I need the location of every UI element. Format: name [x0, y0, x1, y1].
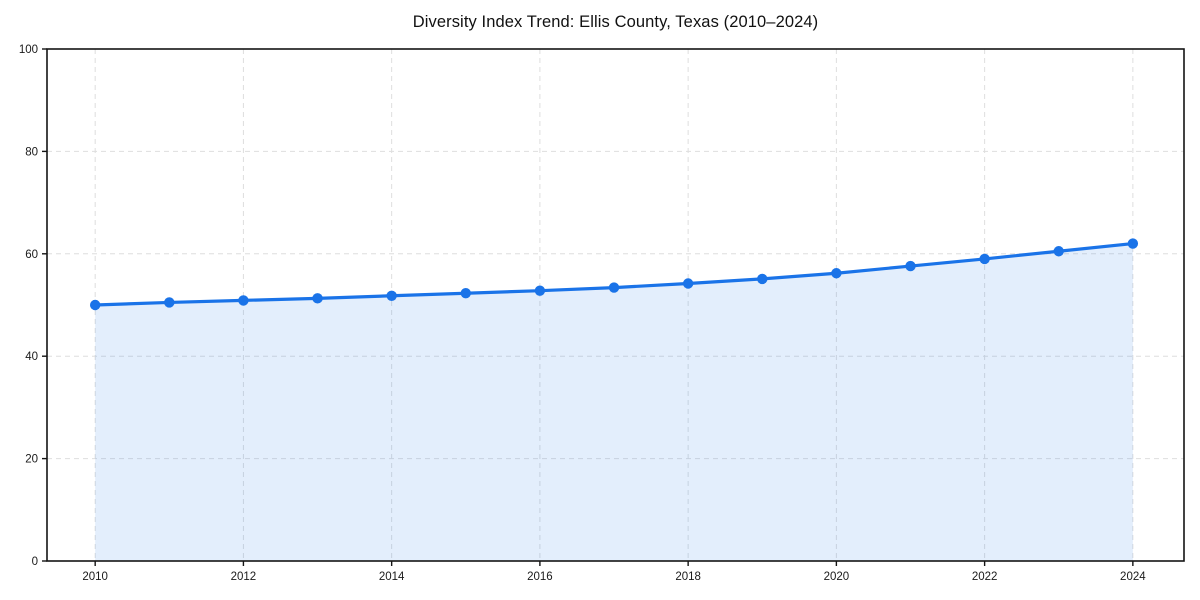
data-point-2012 — [238, 295, 249, 306]
data-point-2019 — [757, 273, 768, 285]
data-point-2020 — [831, 268, 842, 279]
data-point-2014 — [386, 290, 397, 301]
data-point-2021 — [905, 260, 916, 272]
x-tick-label: 2020 — [824, 571, 850, 583]
data-point-2023 — [1053, 246, 1064, 257]
data-point-2022 — [979, 253, 990, 265]
data-point-2016 — [534, 285, 546, 296]
y-tick-label: 80 — [25, 146, 38, 158]
data-point-2018 — [682, 278, 694, 289]
y-tick-label: 40 — [25, 351, 38, 363]
data-point-2024 — [1127, 238, 1139, 249]
plot-border — [46, 48, 1185, 562]
data-point-2010 — [89, 299, 101, 311]
area-fill — [95, 243, 1133, 561]
x-tick-label: 2016 — [527, 571, 553, 583]
x-tick-label: 2024 — [1120, 571, 1146, 583]
data-point-2015 — [460, 288, 471, 299]
x-tick-label: 2014 — [379, 571, 405, 583]
y-tick-label: 100 — [19, 44, 38, 56]
chart-title: Diversity Index Trend: Ellis County, Tex… — [412, 13, 819, 31]
y-tick-label: 0 — [32, 556, 38, 568]
x-tick-label: 2018 — [675, 571, 701, 583]
x-tick-label: 2010 — [82, 571, 108, 583]
y-tick-label: 20 — [25, 454, 38, 466]
x-tick-label: 2022 — [972, 571, 998, 583]
x-tick-label: 2012 — [231, 571, 257, 583]
data-point-2013 — [312, 293, 323, 304]
data-point-2011 — [164, 297, 175, 308]
y-tick-label: 60 — [25, 249, 38, 261]
data-point-2017 — [608, 282, 620, 293]
